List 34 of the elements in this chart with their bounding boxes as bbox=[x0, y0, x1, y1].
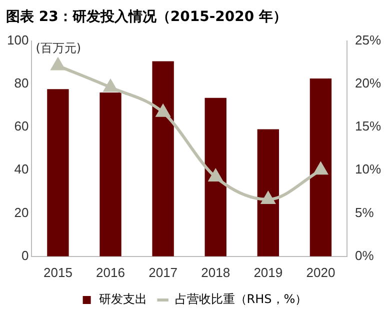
y2-tick-label: 15% bbox=[354, 118, 382, 134]
y-axis-title: (百万元) bbox=[36, 40, 82, 55]
point bbox=[156, 104, 170, 117]
y-tick-label: 80 bbox=[14, 76, 29, 90]
point bbox=[208, 170, 222, 182]
bar bbox=[100, 92, 122, 256]
bar bbox=[152, 61, 174, 256]
point bbox=[314, 162, 328, 175]
bar bbox=[310, 78, 332, 256]
y-tick-label: 20 bbox=[14, 204, 29, 220]
y2-tick-label: 0% bbox=[354, 248, 374, 263]
y2-tick-label: 20% bbox=[354, 76, 382, 90]
x-tick-label: 2020 bbox=[306, 264, 336, 280]
bar bbox=[204, 98, 226, 256]
y2-tick-label: 5% bbox=[354, 204, 374, 220]
point bbox=[51, 58, 65, 70]
y2-tick-label: 25% bbox=[354, 32, 382, 48]
y2-tick-label: 10% bbox=[354, 162, 382, 177]
y-tick-label: 100 bbox=[6, 32, 29, 48]
bar bbox=[47, 89, 69, 256]
legend-label: 占营收比重（RHS，%） bbox=[174, 292, 308, 306]
x-tick-label: 2016 bbox=[96, 264, 125, 280]
x-tick-label: 2018 bbox=[201, 264, 230, 280]
y-tick-label: 60 bbox=[14, 118, 29, 134]
y-tick-label: 0 bbox=[21, 248, 29, 263]
x-tick-label: 2019 bbox=[254, 264, 283, 280]
x-tick-label: 2015 bbox=[44, 264, 72, 280]
point bbox=[261, 192, 275, 204]
x-tick-label: 2017 bbox=[148, 264, 178, 280]
point bbox=[104, 80, 118, 92]
bar bbox=[257, 129, 279, 256]
chart-title: 图表 23：研发投入情况（2015-2020 年） bbox=[5, 8, 288, 27]
y-tick-label: 40 bbox=[14, 162, 29, 177]
legend-label: 研发支出 bbox=[98, 292, 147, 306]
